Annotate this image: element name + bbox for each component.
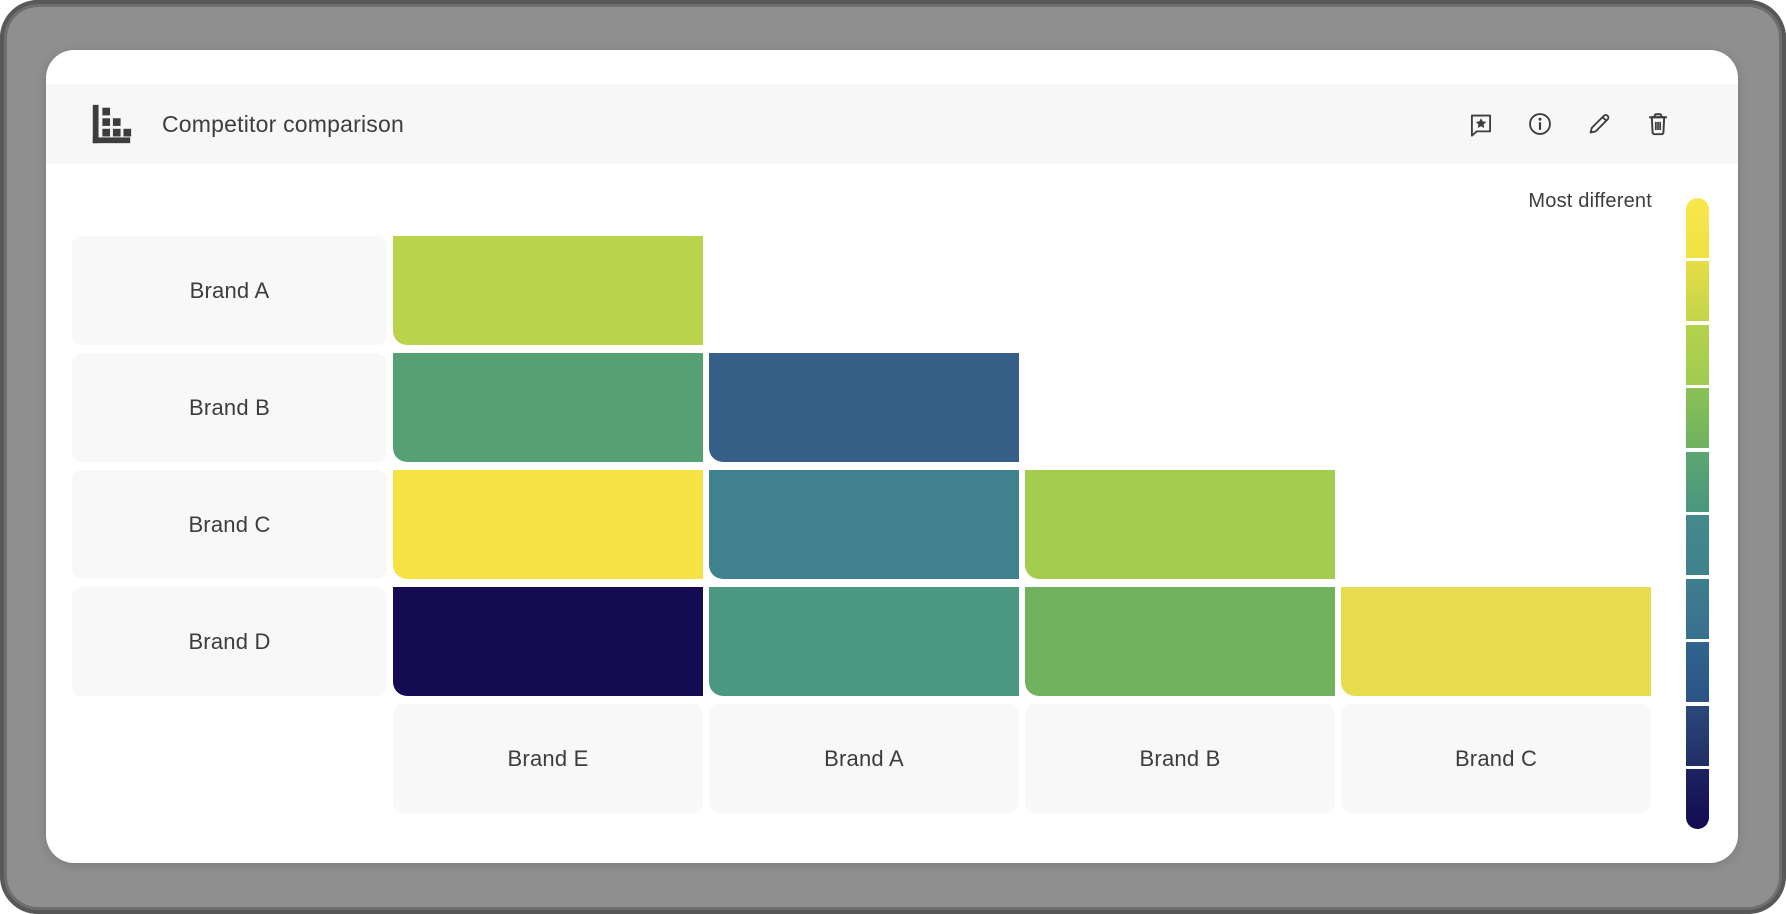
heatmap-corner-spacer [72,704,387,813]
row-label-brand-d: Brand D [72,587,387,696]
heatmap-cell-r1c0[interactable] [393,353,703,462]
col-label-brand-a: Brand A [709,704,1019,813]
col-label-brand-c: Brand C [1341,704,1651,813]
chart-card-header: Competitor comparison [46,84,1738,164]
legend-segment [1686,705,1709,766]
edit-button[interactable] [1585,110,1613,138]
heatmap-cell-empty [1341,236,1651,345]
legend-segment [1686,768,1709,829]
pencil-icon [1589,114,1610,134]
delete-button[interactable] [1644,110,1672,138]
heatmap-cell-r3c0[interactable] [393,587,703,696]
legend-segment [1686,388,1709,449]
feedback-bookmark-icon [1470,114,1492,137]
heatmap-cell-empty [1025,353,1335,462]
dotted-bar-chart-icon [92,104,132,144]
chart-card: Competitor comparison [46,50,1738,863]
heatmap-cell-r3c3[interactable] [1341,587,1651,696]
heatmap-cell-r2c2[interactable] [1025,470,1335,579]
heatmap-cell-r2c1[interactable] [709,470,1019,579]
heatmap-cell-r3c2[interactable] [1025,587,1335,696]
heatmap-cell-r1c1[interactable] [709,353,1019,462]
row-label-brand-b: Brand B [72,353,387,462]
info-icon [1529,113,1551,135]
legend-segment [1686,261,1709,322]
feedback-bookmark-button[interactable] [1467,110,1495,138]
chart-toolbar [1467,110,1672,138]
chart-title: Competitor comparison [162,110,404,137]
color-scale-legend [1686,198,1709,829]
info-button[interactable] [1526,110,1554,138]
col-label-brand-b: Brand B [1025,704,1335,813]
col-label-brand-e: Brand E [393,704,703,813]
heatmap-cell-empty [709,236,1019,345]
heatmap-cell-empty [1025,236,1335,345]
legend-most-different-label: Most different [1528,190,1652,212]
legend-segment [1686,642,1709,703]
heatmap-cell-empty [1341,353,1651,462]
heatmap-cell-r3c1[interactable] [709,587,1019,696]
row-label-brand-a: Brand A [72,236,387,345]
row-label-brand-c: Brand C [72,470,387,579]
legend-segment [1686,324,1709,385]
heatmap-cell-empty [1341,470,1651,579]
legend-segment [1686,451,1709,512]
legend-segment [1686,578,1709,639]
legend-segment [1686,198,1709,258]
trash-icon [1649,113,1667,136]
competitor-heatmap: Brand A Brand B Brand C Brand D [72,236,1651,813]
legend-segment [1686,515,1709,576]
heatmap-cell-r0c0[interactable] [393,236,703,345]
heatmap-cell-r2c0[interactable] [393,470,703,579]
